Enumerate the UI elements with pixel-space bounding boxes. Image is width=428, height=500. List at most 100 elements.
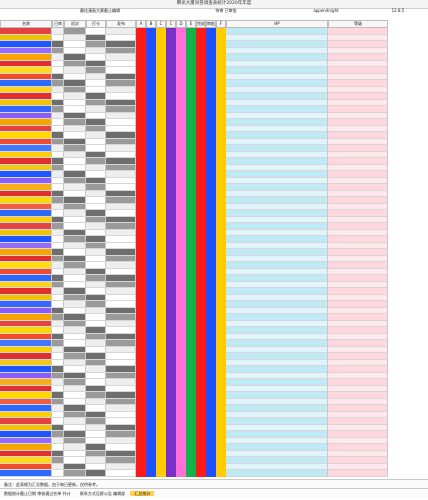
table-cell [136, 405, 146, 412]
table-cell [328, 112, 388, 119]
table-cell [0, 431, 52, 438]
table-cell [86, 372, 106, 379]
table-cell [156, 255, 166, 262]
table-cell [146, 106, 156, 113]
table-cell [186, 106, 196, 113]
table-cell [86, 418, 106, 425]
table-cell [52, 171, 64, 178]
table-cell [176, 197, 186, 204]
table-cell [196, 398, 206, 405]
table-cell [136, 177, 146, 184]
table-cell [166, 151, 176, 158]
table-cell [186, 372, 196, 379]
table-cell [176, 119, 186, 126]
table-cell [0, 463, 52, 470]
table-cell [176, 203, 186, 210]
table-cell [186, 463, 196, 470]
table-cell [216, 340, 226, 347]
table-row [0, 398, 428, 405]
table-cell [0, 398, 52, 405]
table-cell [176, 145, 186, 152]
table-cell [146, 60, 156, 67]
table-cell [0, 405, 52, 412]
table-cell [196, 346, 206, 353]
table-cell [52, 112, 64, 119]
table-cell [136, 372, 146, 379]
table-cell [0, 294, 52, 301]
table-cell [216, 164, 226, 171]
table-cell [156, 294, 166, 301]
table-cell [176, 320, 186, 327]
table-cell [136, 262, 146, 269]
table-cell [226, 138, 328, 145]
table-cell [64, 424, 86, 431]
table-cell [176, 405, 186, 412]
table-cell [0, 190, 52, 197]
table-cell [136, 190, 146, 197]
table-cell [64, 242, 86, 249]
table-cell [52, 177, 64, 184]
table-cell [156, 145, 166, 152]
table-cell [166, 119, 176, 126]
table-cell [226, 145, 328, 152]
table-cell [146, 437, 156, 444]
table-cell [226, 190, 328, 197]
table-cell [136, 151, 146, 158]
table-cell [176, 314, 186, 321]
table-cell [226, 437, 328, 444]
table-cell [196, 216, 206, 223]
table-cell [156, 223, 166, 230]
table-cell [216, 54, 226, 61]
table-cell [328, 424, 388, 431]
table-cell [166, 67, 176, 74]
table-cell [176, 171, 186, 178]
table-cell [216, 47, 226, 54]
table-cell [146, 333, 156, 340]
table-cell [106, 359, 136, 366]
table-cell [206, 125, 216, 132]
table-cell [166, 431, 176, 438]
table-row [0, 190, 428, 197]
table-row [0, 431, 428, 438]
table-cell [216, 125, 226, 132]
table-cell [166, 424, 176, 431]
table-cell [196, 184, 206, 191]
table-cell [226, 99, 328, 106]
table-cell [156, 138, 166, 145]
table-cell [64, 60, 86, 67]
table-cell [186, 203, 196, 210]
table-row [0, 93, 428, 100]
table-cell [206, 392, 216, 399]
table-cell [328, 164, 388, 171]
table-cell [52, 93, 64, 100]
table-cell [226, 93, 328, 100]
table-cell [64, 216, 86, 223]
table-cell [206, 145, 216, 152]
table-cell [196, 255, 206, 262]
table-cell [106, 268, 136, 275]
column-header-9: C [166, 20, 176, 28]
table-cell [206, 405, 216, 412]
table-cell [206, 67, 216, 74]
table-cell [186, 99, 196, 106]
table-cell [186, 444, 196, 451]
table-cell [0, 333, 52, 340]
table-row [0, 216, 428, 223]
table-row [0, 203, 428, 210]
table-cell [136, 437, 146, 444]
table-cell [136, 164, 146, 171]
table-cell [52, 67, 64, 74]
table-cell [106, 203, 136, 210]
table-row [0, 411, 428, 418]
table-cell [328, 255, 388, 262]
table-cell [176, 28, 186, 35]
table-cell [64, 203, 86, 210]
table-cell [146, 470, 156, 477]
table-cell [156, 431, 166, 438]
table-cell [156, 444, 166, 451]
table-cell [106, 405, 136, 412]
table-cell [186, 366, 196, 373]
table-cell [196, 242, 206, 249]
table-cell [226, 424, 328, 431]
table-cell [86, 463, 106, 470]
